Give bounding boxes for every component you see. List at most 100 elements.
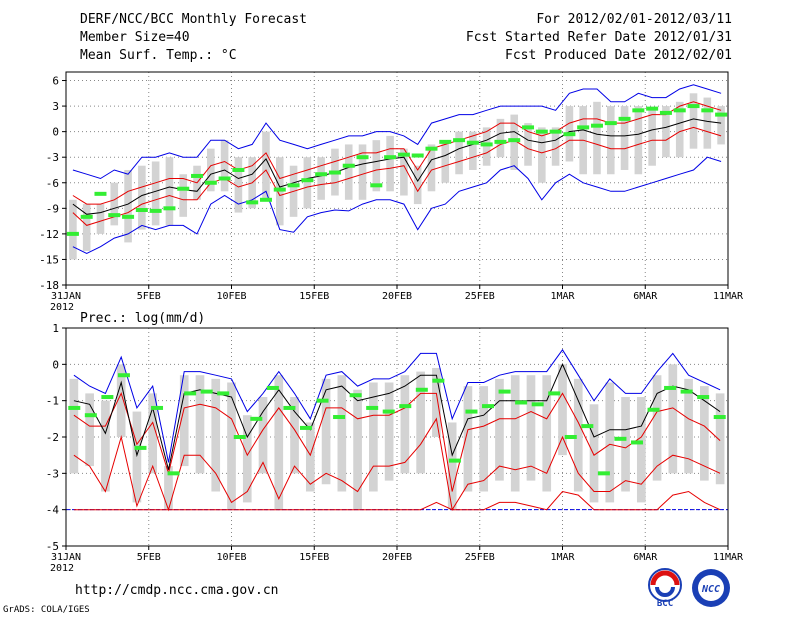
observation-marker [614,436,627,441]
observation-marker [342,163,355,168]
observation-marker [646,106,659,111]
observation-marker [66,231,79,236]
observation-marker [531,402,544,407]
observation-marker [266,385,279,390]
spread-bar [479,386,489,492]
header-start-date: Fcst Started Refer Date 2012/01/31 [465,30,732,45]
y-tick-label: -4 [46,504,60,517]
observation-marker [494,139,507,144]
x-tick-label: 5FEB [137,552,161,563]
observation-marker [94,191,107,196]
observation-marker [68,405,81,410]
x-tick-label: 11MAR [713,552,744,563]
y-tick-label: 3 [52,100,59,113]
spread-bar [384,382,394,481]
spread-bar [605,382,615,503]
spread-bar [242,415,252,503]
spread-bar [589,404,599,503]
series-line-lower-quartile [72,126,722,226]
spread-bar [573,378,583,492]
observation-marker [701,108,714,113]
observation-marker [356,155,369,160]
observation-marker [259,197,272,202]
observation-marker [315,172,328,177]
series-line-ensemble-max [73,348,721,463]
x-tick-label: 10FEB [216,552,246,563]
x-tick-label: 6MAR [633,552,658,563]
spread-bar [551,127,560,166]
spread-bar [124,169,132,243]
observation-marker [618,116,631,121]
y-tick-label: -1 [46,395,59,408]
spread-bar [715,393,725,485]
observation-marker [581,424,594,429]
grads-credit: GrADS: COLA/IGES [3,605,90,615]
spread-bar [542,375,552,492]
spread-bar [211,378,221,492]
spread-bar [358,144,367,200]
y-tick-label: -18 [39,279,59,292]
spread-bar [110,182,119,226]
header-title: DERF/NCC/BCC Monthly Forecast [80,12,307,27]
series-line-ensemble-max [72,84,722,180]
observation-marker [301,178,314,183]
footer-url[interactable]: http://cmdp.ncc.cma.gov.cn [75,583,279,598]
observation-marker [246,200,259,205]
spread-bar [447,422,457,510]
x-tick-label: 1MAR [550,291,575,302]
spread-bar [85,393,94,467]
spread-bar [700,386,709,481]
observation-marker [563,132,576,137]
header-variable: Mean Surf. Temp.: °C [80,48,237,63]
observation-marker [659,110,672,115]
spread-bar [138,165,146,230]
spread-bar [634,106,643,175]
observation-marker [250,416,263,421]
spread-bar [463,386,473,492]
observation-marker [287,183,300,188]
spread-bar [195,375,205,474]
x-tick-label: 11MAR [713,291,744,302]
spread-bar [227,382,236,510]
observation-marker [548,391,561,396]
x-year-label: 2012 [50,302,74,313]
observation-marker [299,425,312,430]
observation-marker [597,471,610,476]
header-member-size: Member Size=40 [80,30,190,45]
y-tick-label: 0 [52,358,59,371]
observation-marker [108,213,121,218]
spread-bar [441,140,450,183]
series-line-lower-quartile [73,417,721,512]
spread-bar [496,118,505,158]
observation-marker [163,206,176,211]
spread-bar [132,411,142,503]
observation-marker [384,155,397,160]
bcc-logo-text: BCC [657,599,673,609]
spread-bar [469,131,477,170]
ncc-logo-text: NCC [701,584,720,595]
observation-marker [177,186,190,191]
spread-bar [703,97,712,149]
observation-marker [366,405,379,410]
spread-bar [82,204,91,251]
observation-marker [535,129,548,134]
y-tick-label: -9 [46,202,59,215]
y-tick-label: -3 [46,467,59,480]
y-tick-label: -3 [46,151,59,164]
observation-marker [200,389,213,394]
observation-marker [498,389,511,394]
spread-bar [524,123,532,166]
spread-bar [353,389,362,510]
x-year-label: 2012 [50,563,74,574]
spread-bar [317,157,325,200]
spread-bar [620,106,629,170]
x-tick-label: 1MAR [550,552,575,563]
observation-marker [630,440,643,445]
observation-marker [482,404,495,409]
observation-marker [135,208,148,213]
spread-bar [400,148,408,196]
x-tick-label: 5FEB [137,291,161,302]
observation-marker [664,385,677,390]
